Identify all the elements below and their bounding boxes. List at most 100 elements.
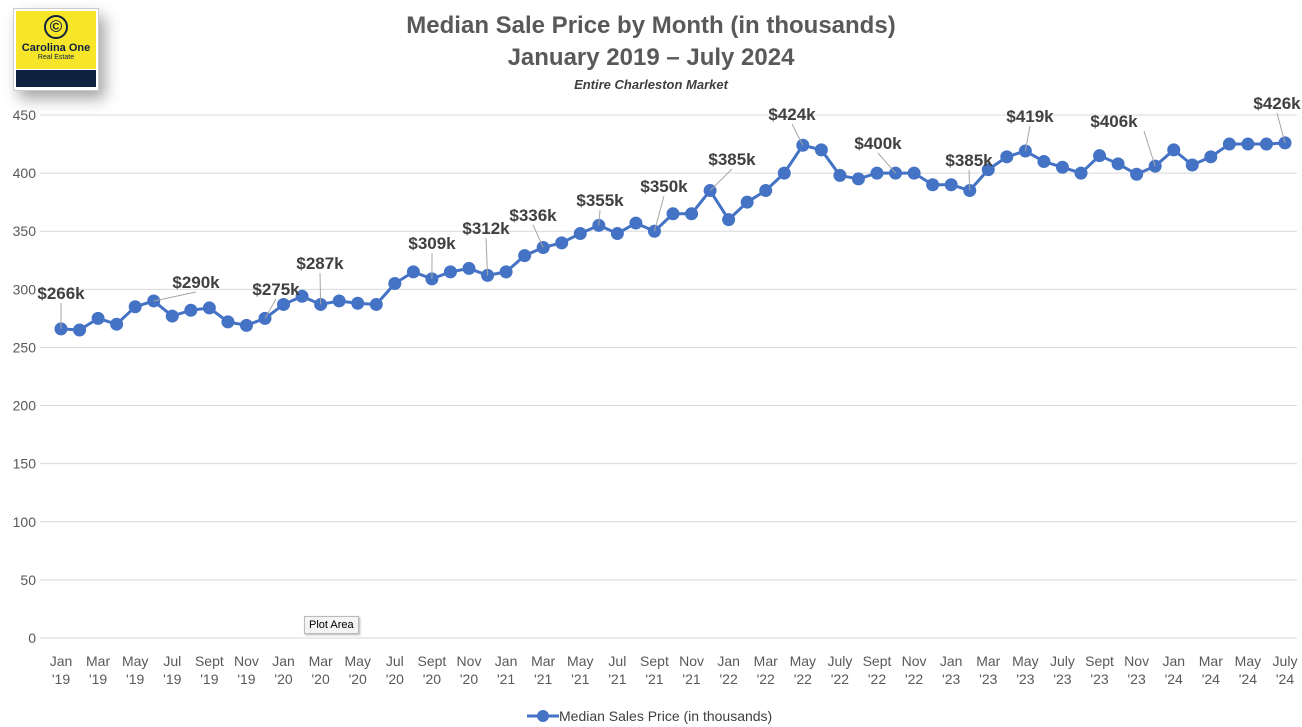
data-label-leader-line xyxy=(709,168,733,191)
x-tick-label-year: '22 xyxy=(905,671,923,687)
data-point xyxy=(443,265,457,279)
x-tick-label: Jan xyxy=(717,653,740,669)
data-label: $400k xyxy=(854,134,902,153)
data-point xyxy=(165,309,179,323)
x-tick-label: Mar xyxy=(309,653,333,669)
x-tick-label-year: '24 xyxy=(1239,671,1257,687)
x-tick-label-year: '23 xyxy=(1016,671,1034,687)
data-point xyxy=(1222,137,1236,151)
x-tick-label-year: '21 xyxy=(571,671,589,687)
data-point xyxy=(555,236,569,250)
x-tick-label-year: '20 xyxy=(423,671,441,687)
data-point xyxy=(870,166,884,180)
x-tick-label: Nov xyxy=(457,653,482,669)
data-point xyxy=(91,311,105,325)
data-point xyxy=(944,178,958,192)
x-tick-label: Nov xyxy=(1124,653,1149,669)
data-label-leader-line xyxy=(877,152,896,174)
x-tick-label-year: '21 xyxy=(682,671,700,687)
legend[interactable]: Median Sales Price (in thousands) xyxy=(527,708,772,724)
data-label: $385k xyxy=(945,151,993,170)
data-label: $426k xyxy=(1253,94,1301,113)
data-point xyxy=(851,172,865,186)
plot-area-tooltip: Plot Area xyxy=(304,616,359,634)
x-tick-label: Sept xyxy=(1085,653,1114,669)
data-label: $275k xyxy=(252,280,300,299)
x-tick-label-year: '24 xyxy=(1165,671,1183,687)
y-tick-label: 50 xyxy=(20,572,36,588)
data-point xyxy=(833,168,847,182)
data-point xyxy=(518,249,532,263)
data-point xyxy=(1074,166,1088,180)
data-label: $287k xyxy=(296,254,344,273)
x-tick-label-year: '19 xyxy=(52,671,70,687)
data-point xyxy=(1241,137,1255,151)
data-point xyxy=(184,303,198,317)
x-tick-label: Jul xyxy=(608,653,626,669)
y-tick-label: 100 xyxy=(13,514,37,530)
x-tick-label-year: '19 xyxy=(163,671,181,687)
data-label-leader-line xyxy=(968,169,971,191)
data-point xyxy=(388,277,402,291)
data-label: $290k xyxy=(172,273,220,292)
data-point xyxy=(1055,160,1069,174)
data-point xyxy=(1093,149,1107,163)
x-tick-label: May xyxy=(567,653,593,669)
x-tick-label-year: '24 xyxy=(1202,671,1220,687)
chart-title-line2: January 2019 – July 2024 xyxy=(507,44,795,71)
data-point xyxy=(981,163,995,177)
data-point xyxy=(1130,167,1144,181)
data-label: $312k xyxy=(462,219,510,238)
y-tick-label: 150 xyxy=(13,456,37,472)
series-line xyxy=(60,141,1286,332)
x-tick-label: Nov xyxy=(902,653,927,669)
x-tick-label-year: '22 xyxy=(868,671,886,687)
x-tick-label-year: '23 xyxy=(1053,671,1071,687)
data-point xyxy=(239,318,253,332)
x-tick-label: July xyxy=(1050,653,1075,669)
data-label-leader-line xyxy=(598,209,601,226)
data-point xyxy=(369,297,383,311)
x-tick-label-year: '19 xyxy=(126,671,144,687)
x-tick-label: Mar xyxy=(976,653,1000,669)
x-tick-label-year: '23 xyxy=(1090,671,1108,687)
x-tick-label-year: '20 xyxy=(312,671,330,687)
x-tick-label: May xyxy=(790,653,816,669)
data-point xyxy=(907,166,921,180)
data-point xyxy=(351,296,365,310)
x-tick-label-year: '19 xyxy=(237,671,255,687)
data-label-leader-line xyxy=(264,298,277,319)
data-label: $336k xyxy=(509,206,557,225)
data-point xyxy=(277,297,291,311)
data-point xyxy=(221,315,235,329)
x-tick-label: Nov xyxy=(234,653,259,669)
y-tick-label: 300 xyxy=(13,281,37,297)
data-point xyxy=(1167,143,1181,157)
x-tick-label-year: '22 xyxy=(831,671,849,687)
y-tick-label: 0 xyxy=(28,630,36,646)
x-tick-label-year: '22 xyxy=(757,671,775,687)
y-tick-label: 350 xyxy=(13,223,37,239)
data-label: $350k xyxy=(640,177,688,196)
data-label: $419k xyxy=(1006,107,1054,126)
x-tick-label: Jan xyxy=(1162,653,1185,669)
data-point xyxy=(1037,154,1051,168)
data-label: $406k xyxy=(1090,112,1138,131)
x-tick-label-year: '19 xyxy=(200,671,218,687)
x-tick-label: May xyxy=(122,653,148,669)
x-tick-label: Jul xyxy=(163,653,181,669)
y-tick-label: 400 xyxy=(13,165,37,181)
logo-brand: Carolina One xyxy=(21,42,91,54)
x-tick-label: Sept xyxy=(863,653,892,669)
data-point xyxy=(1204,150,1218,164)
x-tick-label: Jan xyxy=(940,653,963,669)
x-tick-label: Nov xyxy=(679,653,704,669)
data-point xyxy=(926,178,940,192)
x-tick-label: Sept xyxy=(640,653,669,669)
data-label: $385k xyxy=(708,150,756,169)
data-label: $355k xyxy=(576,191,624,210)
data-label-leader-line xyxy=(532,224,544,248)
x-tick-label: Jul xyxy=(386,653,404,669)
data-label-leader-line xyxy=(791,123,804,146)
